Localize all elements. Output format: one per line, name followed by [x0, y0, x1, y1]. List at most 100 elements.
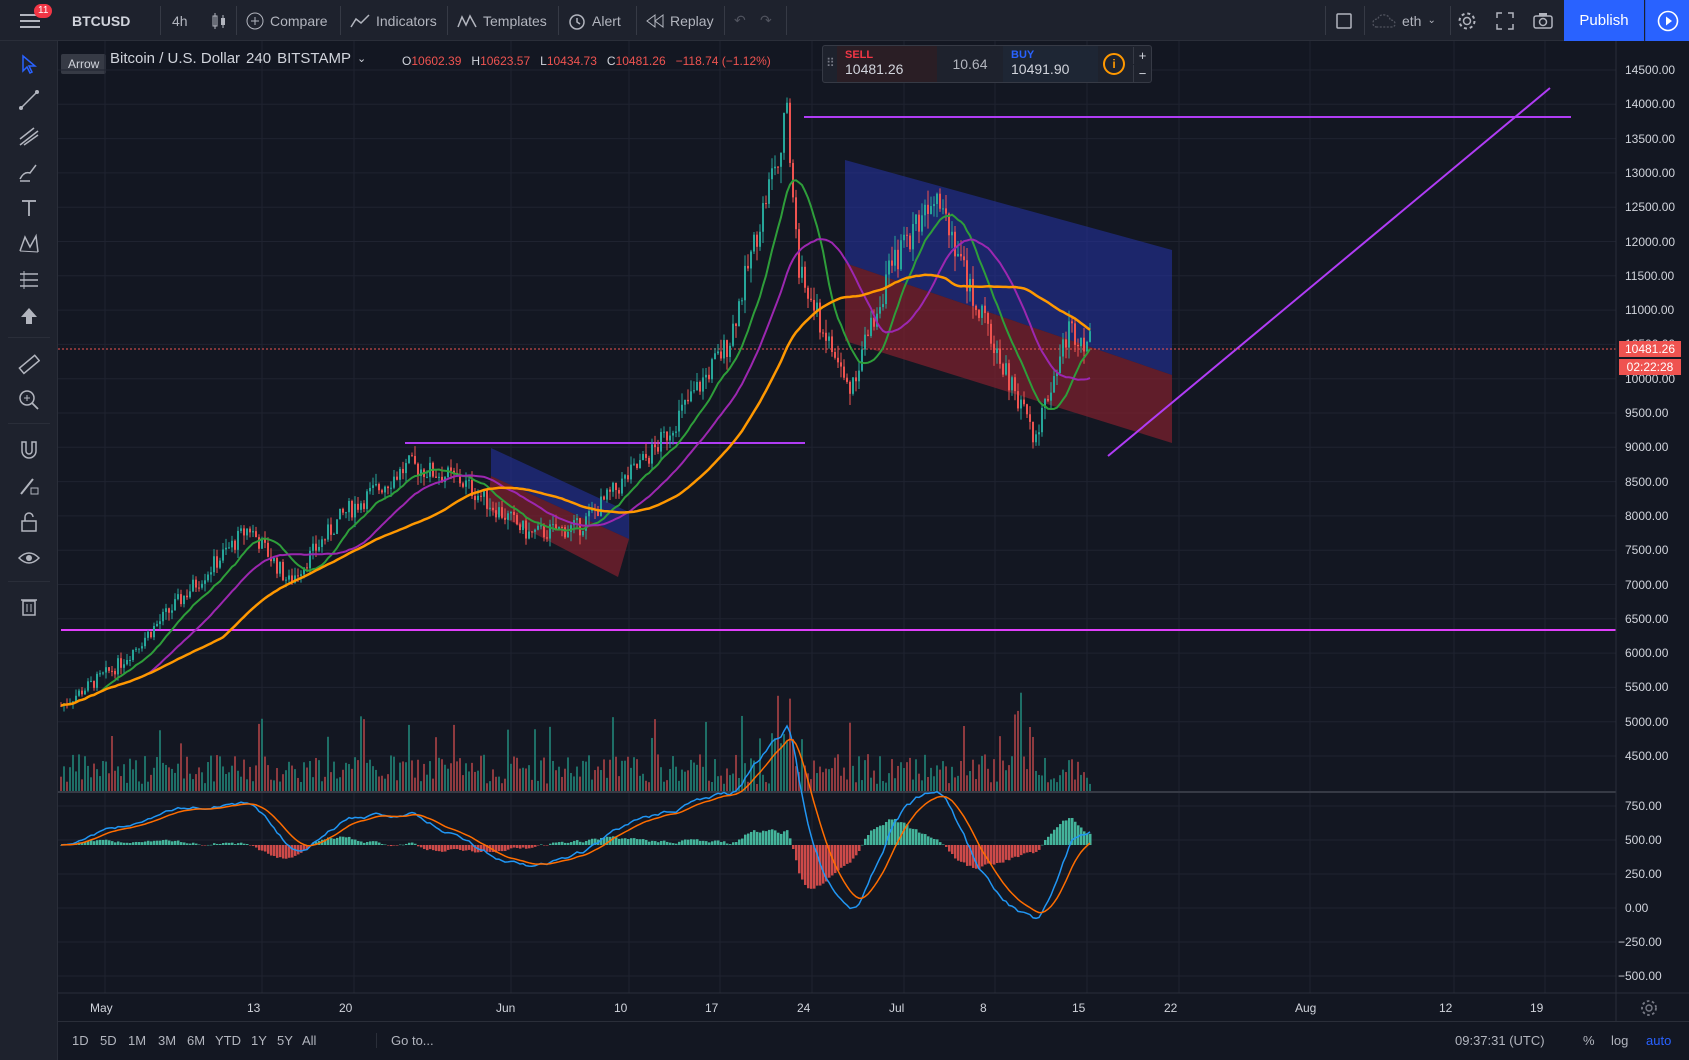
symbol-search[interactable]: BTCUSD	[72, 12, 131, 29]
redo-button[interactable]: ↷	[760, 0, 772, 41]
range-button-3m[interactable]: 3M	[158, 1033, 177, 1048]
percent-scale-toggle[interactable]: %	[1583, 1033, 1595, 1048]
undo-button[interactable]: ↶	[734, 0, 746, 41]
publish-button[interactable]: Publish	[1564, 0, 1644, 41]
range-button-1d[interactable]: 1D	[72, 1033, 89, 1048]
range-button-5d[interactable]: 5D	[100, 1033, 117, 1048]
volume-bar	[759, 738, 761, 792]
candle-body	[459, 475, 461, 484]
candle-body	[1038, 432, 1040, 435]
drag-handle-icon[interactable]: ⠿	[826, 56, 835, 70]
pattern-tool[interactable]	[14, 229, 44, 259]
macd-histogram-bar	[663, 840, 666, 845]
interval-button[interactable]: 4h	[172, 12, 188, 29]
candle-body	[972, 278, 974, 306]
divider	[8, 337, 50, 338]
macd-histogram-bar	[132, 842, 135, 845]
candle-body	[267, 542, 269, 557]
publish-video-button[interactable]	[1645, 0, 1689, 41]
volume-bar	[813, 760, 815, 792]
eye-icon	[18, 552, 40, 564]
alert-button[interactable]: Alert	[568, 0, 621, 41]
macd-histogram-bar	[876, 827, 879, 845]
range-button-5y[interactable]: 5Y	[277, 1033, 293, 1048]
chart-type-button[interactable]	[210, 0, 228, 41]
volume-bar	[930, 767, 932, 792]
candle-body	[96, 673, 98, 688]
volume-bar	[891, 759, 893, 792]
volume-bar	[213, 781, 215, 792]
magnet-tool[interactable]	[14, 435, 44, 465]
range-button-all[interactable]: All	[302, 1033, 317, 1048]
brush-tool[interactable]	[14, 157, 44, 187]
volume-bar	[720, 775, 722, 792]
remove-drawings-tool[interactable]	[14, 591, 44, 621]
candle-body	[300, 574, 302, 576]
prediction-tool[interactable]	[14, 265, 44, 295]
hide-drawings-tool[interactable]	[14, 543, 44, 573]
symbol-legend[interactable]: Bitcoin / U.S. Dollar 240 BITSTAMP ⌄	[110, 50, 366, 67]
icons-tool[interactable]	[14, 301, 44, 331]
minus-button[interactable]: −	[1133, 65, 1151, 82]
pitchfork-tool[interactable]	[14, 121, 44, 151]
measure-tool[interactable]	[14, 349, 44, 379]
compare-button[interactable]: Compare	[246, 0, 328, 41]
save-layout-button[interactable]: eth ⌄	[1372, 0, 1436, 41]
chart-canvas[interactable]	[58, 41, 1689, 1021]
indicators-button[interactable]: Indicators	[350, 0, 437, 41]
fullscreen-button[interactable]	[1496, 0, 1514, 41]
settings-button[interactable]	[1457, 0, 1477, 41]
macd-histogram-bar	[105, 839, 108, 845]
candle-body	[273, 557, 275, 562]
log-scale-toggle[interactable]: log	[1611, 1033, 1629, 1048]
volume-bar	[498, 776, 500, 792]
macd-histogram-bar	[909, 828, 912, 845]
menu-button[interactable]	[16, 0, 44, 41]
layout-select-button[interactable]	[1335, 0, 1353, 41]
macd-histogram-bar	[864, 838, 867, 845]
candle-body	[474, 496, 476, 501]
candle-body	[561, 527, 563, 529]
range-button-6m[interactable]: 6M	[187, 1033, 206, 1048]
volume-bar	[441, 759, 443, 792]
candle-body	[777, 166, 779, 168]
plus-button[interactable]: +	[1133, 47, 1151, 64]
snapshot-button[interactable]	[1533, 0, 1553, 41]
volume-bar	[783, 734, 785, 792]
macd-histogram-bar	[531, 845, 534, 848]
stay-drawing-tool[interactable]	[14, 471, 44, 501]
text-tool[interactable]	[14, 193, 44, 223]
trend-line-tool[interactable]	[14, 85, 44, 115]
range-button-1m[interactable]: 1M	[128, 1033, 147, 1048]
macd-histogram-bar	[966, 845, 969, 866]
macd-histogram-bar	[96, 840, 99, 845]
range-button-ytd[interactable]: YTD	[215, 1033, 241, 1048]
volume-bar	[174, 772, 176, 792]
range-button-1y[interactable]: 1Y	[251, 1033, 267, 1048]
replay-button[interactable]: Replay	[646, 0, 714, 41]
ruler-icon	[18, 354, 40, 375]
cursor-tool[interactable]	[14, 49, 44, 79]
candle-body	[903, 234, 905, 241]
goto-button[interactable]: Go to...	[376, 1033, 434, 1048]
templates-button[interactable]: Templates	[457, 0, 547, 41]
volume-bar	[201, 772, 203, 792]
zoom-tool[interactable]	[14, 385, 44, 415]
info-icon[interactable]: i	[1103, 53, 1125, 75]
macd-histogram-bar	[180, 842, 183, 845]
macd-histogram-bar	[243, 843, 246, 845]
volume-bar	[750, 758, 752, 792]
candle-body	[249, 528, 251, 533]
sell-button[interactable]: SELL 10481.26	[837, 46, 937, 82]
auto-scale-toggle[interactable]: auto	[1646, 1033, 1672, 1048]
candle-body	[123, 664, 125, 668]
axis-settings-button[interactable]	[1640, 999, 1658, 1020]
lock-tool[interactable]	[14, 507, 44, 537]
candle-body	[810, 298, 812, 300]
clock[interactable]: 09:37:31 (UTC)	[1455, 1033, 1545, 1048]
buy-button[interactable]: BUY 10491.90	[1003, 46, 1098, 82]
macd-histogram-bar	[330, 838, 333, 845]
price-scale-label: 5000.00	[1625, 714, 1669, 729]
candle-body	[867, 334, 869, 337]
candle-body	[975, 305, 977, 310]
